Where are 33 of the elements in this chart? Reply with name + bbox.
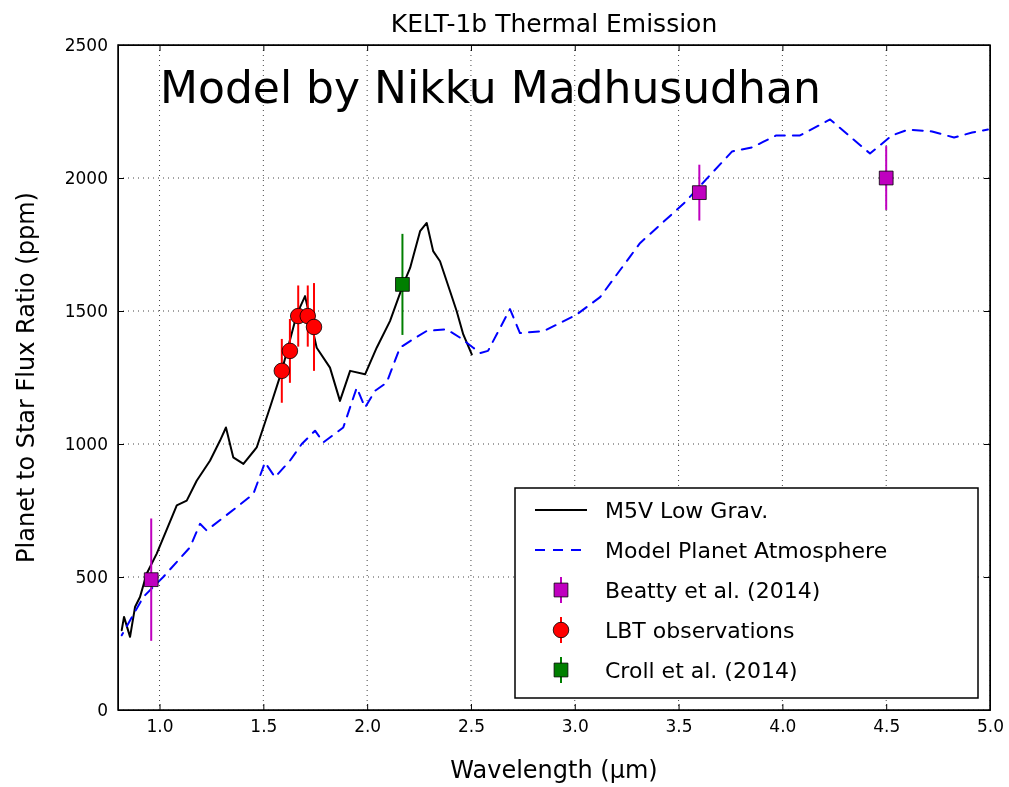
point (281, 342, 299, 360)
point (878, 170, 894, 186)
x-tick-label: 2.5 (457, 716, 485, 737)
x-tick-label: 1.0 (146, 716, 174, 737)
y-tick-label: 1500 (64, 300, 108, 321)
y-tick-label: 2500 (64, 34, 108, 55)
x-axis-title: Wavelength (μm) (450, 756, 658, 784)
legend-label: M5V Low Grav. (605, 498, 769, 523)
y-axis-title: Planet to Star Flux Ratio (ppm) (12, 192, 40, 563)
x-tick-label: 1.5 (250, 716, 278, 737)
legend-label: LBT observations (605, 618, 795, 643)
x-tick-label: 4.5 (873, 716, 901, 737)
legend-label: Model Planet Atmosphere (605, 538, 888, 563)
annotation: Model by Nikku Madhusudhan (160, 62, 821, 113)
y-tick-label: 0 (97, 699, 108, 720)
legend-label: Croll et al. (2014) (605, 658, 798, 683)
line-series (120, 118, 989, 637)
point (305, 318, 323, 336)
line-series (120, 221, 473, 638)
x-tick-label: 4.0 (769, 716, 797, 737)
point (692, 185, 707, 200)
y-tick-label: 1000 (64, 433, 108, 454)
point (273, 362, 290, 380)
y-tick-label: 2000 (64, 167, 108, 188)
x-tick-label: 2.0 (354, 716, 382, 737)
y-tick-label: 500 (75, 566, 108, 587)
chart-title: KELT-1b Thermal Emission (390, 9, 718, 38)
x-tick-label: 3.5 (665, 716, 693, 737)
legend-label: Beatty et al. (2014) (605, 578, 821, 603)
point (143, 572, 159, 587)
x-tick-label: 5.0 (976, 716, 1005, 737)
point (395, 277, 410, 292)
x-tick-label: 3.0 (561, 716, 589, 737)
